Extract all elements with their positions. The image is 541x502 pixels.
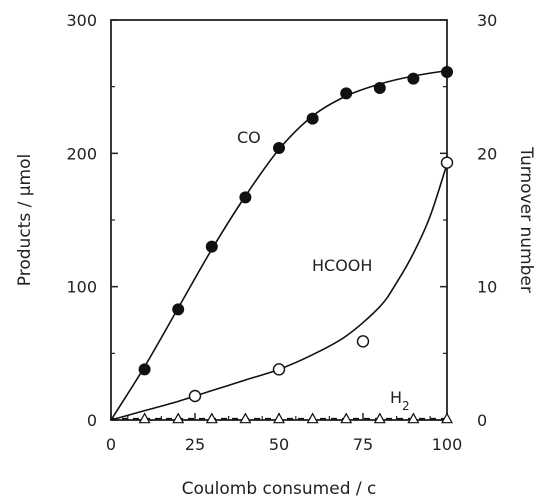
x-tick-label: 50	[269, 435, 289, 454]
data-point-co	[340, 87, 353, 100]
data-point-hcooh	[440, 156, 454, 169]
series-label-h2-main: H	[390, 388, 402, 407]
series-label-h2-subscript: 2	[402, 399, 410, 413]
series-label-co: CO	[237, 128, 261, 147]
data-point-h2	[138, 412, 151, 424]
y-tick-label: 300	[66, 11, 97, 30]
data-point-co	[205, 240, 218, 253]
y2-axis-title: Turnover number	[516, 146, 536, 293]
data-point-co	[172, 303, 185, 316]
data-point-h2	[407, 412, 420, 424]
data-point-h2	[272, 412, 286, 424]
data-point-h2	[440, 412, 454, 424]
x-tick-label: 25	[185, 435, 205, 454]
data-point-h2	[340, 412, 353, 424]
data-point-h2	[306, 412, 319, 424]
x-tick-label: 100	[432, 435, 463, 454]
y2-tick-label: 0	[477, 411, 487, 430]
data-point-hcooh	[356, 335, 370, 348]
data-point-h2	[172, 412, 185, 424]
series-curve	[110, 163, 448, 421]
data-point-hcooh	[188, 389, 202, 403]
data-point-co	[138, 363, 151, 376]
data-point-co	[239, 191, 252, 204]
data-point-hcooh	[272, 363, 286, 376]
data-point-h2	[205, 412, 218, 424]
data-point-co	[441, 66, 453, 78]
data-point-h2	[373, 412, 386, 424]
data-point-co	[273, 142, 285, 154]
data-point-h2	[239, 412, 252, 424]
series-label-h2: H2	[390, 388, 410, 413]
y2-tick-label: 30	[477, 11, 497, 30]
y-tick-label: 200	[66, 144, 97, 163]
x-tick-label: 0	[106, 435, 116, 454]
data-point-co	[306, 112, 319, 125]
y2-tick-label: 20	[477, 144, 497, 163]
y-axis-title: Products / μmol	[15, 154, 35, 286]
data-point-co	[407, 72, 420, 85]
data-point-co	[373, 82, 386, 94]
y-tick-label: 100	[66, 278, 97, 297]
x-axis-title: Coulomb consumed / c	[182, 479, 377, 499]
x-tick-label: 75	[353, 435, 373, 454]
series-label-hcooh: HCOOH	[312, 256, 372, 275]
y-tick-label: 0	[87, 411, 97, 430]
y2-tick-label: 10	[477, 278, 497, 297]
